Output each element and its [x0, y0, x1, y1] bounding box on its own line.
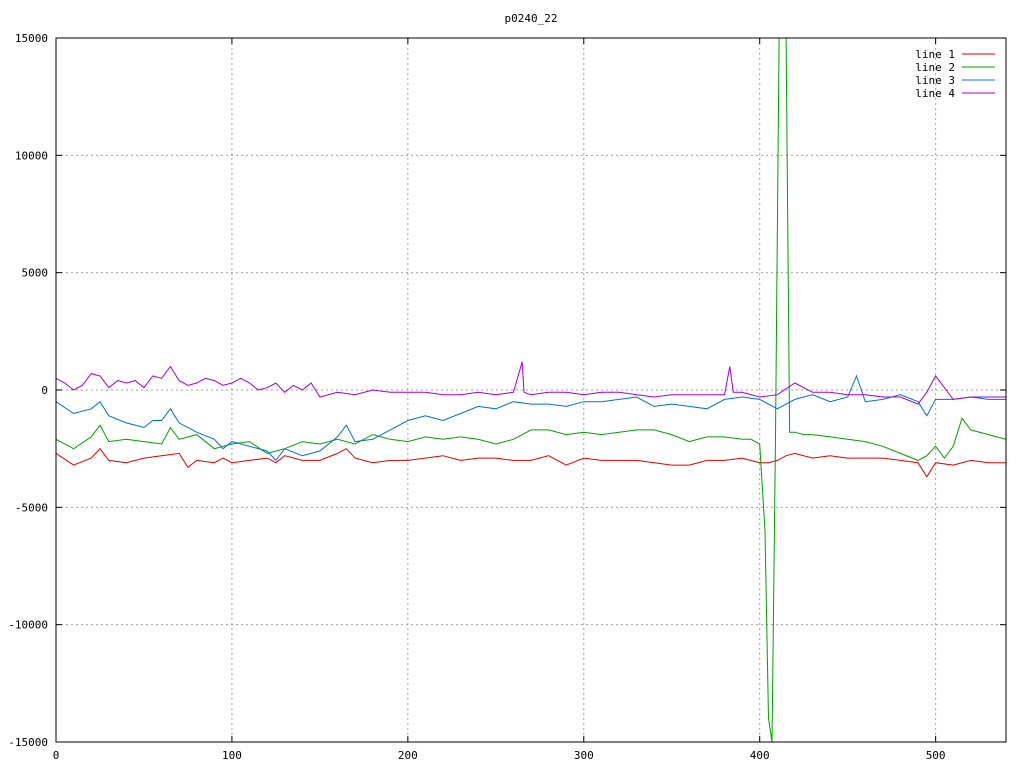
legend-label-1: line 1 [915, 48, 955, 61]
series-layer [56, 38, 1006, 742]
legend-label-3: line 3 [915, 74, 955, 87]
legend-label-4: line 4 [915, 87, 955, 100]
y-tick-label: 10000 [15, 149, 48, 162]
y-tick-label: -10000 [8, 619, 48, 632]
legend-label-2: line 2 [915, 61, 955, 74]
axis-ticks: 0 100 200 300 400 500 -15000 -10000 -5000 0 5000 10… [8, 32, 1006, 762]
series-line-1 [56, 447, 1006, 478]
series-line-4 [56, 361, 1006, 405]
chart-title: p0240_22 [505, 12, 558, 25]
x-tick-label: 500 [926, 749, 946, 762]
x-tick-label: 300 [574, 749, 594, 762]
grid-lines [56, 38, 1006, 742]
x-tick-label: 200 [398, 749, 418, 762]
y-tick-label: 5000 [22, 267, 49, 280]
series-line-2 [56, 38, 1006, 742]
y-tick-label: 0 [41, 384, 48, 397]
y-tick-label: -5000 [15, 501, 48, 514]
y-tick-label: 15000 [15, 32, 48, 45]
x-tick-label: 0 [53, 749, 60, 762]
x-tick-label: 100 [222, 749, 242, 762]
x-tick-label: 400 [750, 749, 770, 762]
y-tick-label: -15000 [8, 736, 48, 749]
series-line-3 [56, 374, 1006, 462]
